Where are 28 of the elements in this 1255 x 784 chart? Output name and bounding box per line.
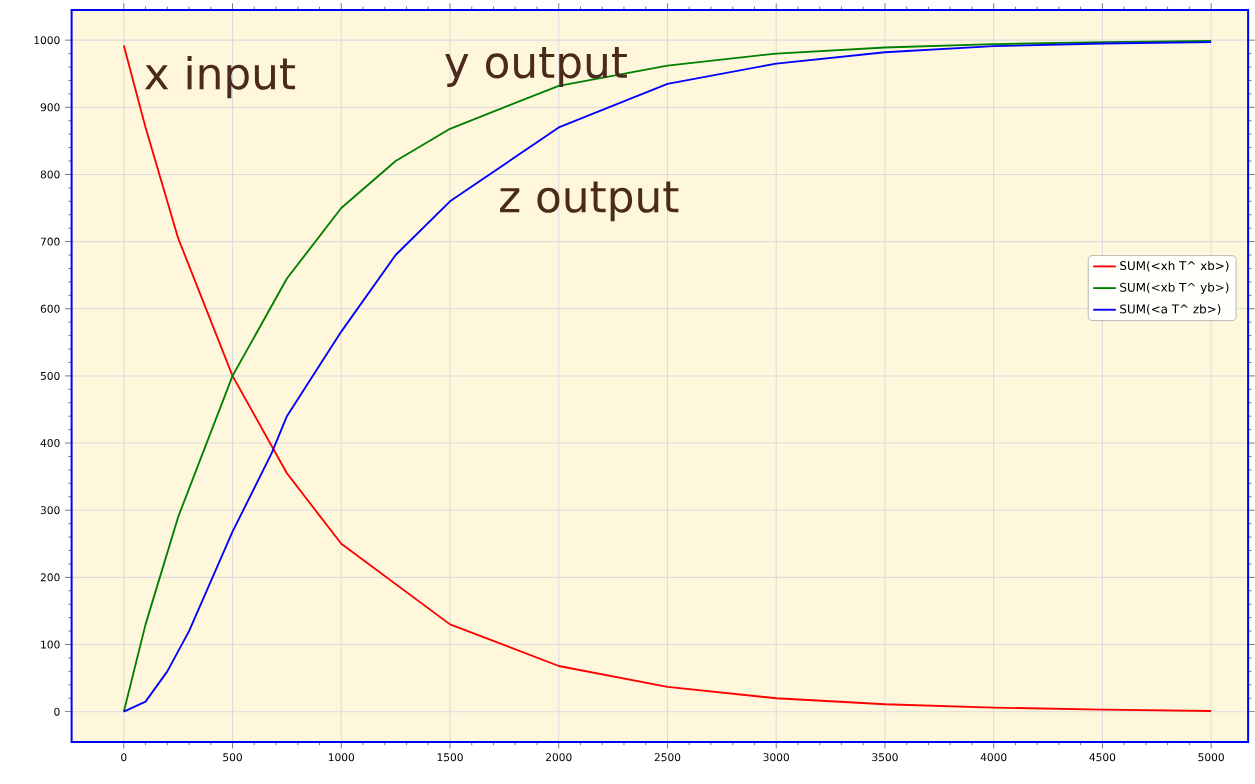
x-tick-label: 0 <box>121 753 127 762</box>
y-tick-label: 100 <box>41 640 60 649</box>
y-tick-label: 600 <box>40 304 60 313</box>
x-tick-label: 1500 <box>437 753 463 762</box>
legend-label: SUM(<a T^ zb>) <box>1120 304 1221 316</box>
y-tick-label: 900 <box>40 103 60 112</box>
y-tick-label: 400 <box>40 439 60 448</box>
x-tick-label: 500 <box>223 753 242 762</box>
x-tick-label: 3500 <box>872 753 898 762</box>
x-tick-label: 1000 <box>328 753 355 762</box>
legend-label: SUM(<xb T^ yb>) <box>1120 282 1229 295</box>
x-tick-label: 5000 <box>1198 753 1224 762</box>
y-tick-label: 700 <box>40 237 60 246</box>
legend-label: SUM(<xh T^ xb>) <box>1120 261 1229 272</box>
x-tick-label: 2000 <box>546 753 572 762</box>
y-tick-label: 200 <box>40 573 60 582</box>
x-tick-label: 4000 <box>980 753 1007 762</box>
y-tick-label: 800 <box>40 170 60 179</box>
y-tick-label: 1000 <box>34 36 60 45</box>
annotation: y output <box>445 47 627 88</box>
x-tick-label: 3000 <box>763 753 789 762</box>
y-tick-label: 0 <box>54 707 60 716</box>
y-tick-label: 300 <box>40 506 60 515</box>
x-tick-label: 2500 <box>654 753 681 762</box>
annotation: x input <box>144 56 296 99</box>
annotation: z output <box>500 181 679 222</box>
x-tick-label: 4500 <box>1089 753 1116 762</box>
y-tick-label: 500 <box>40 372 60 381</box>
